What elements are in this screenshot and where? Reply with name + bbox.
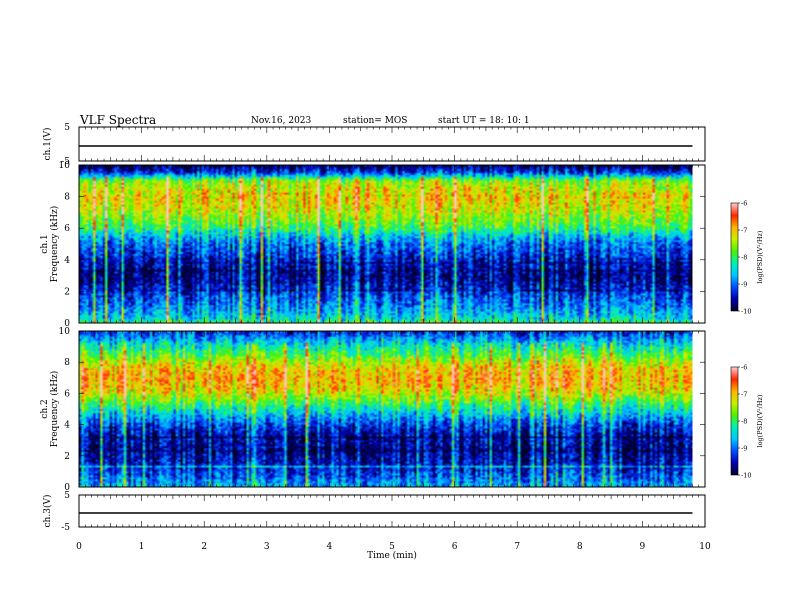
spectrogram-image [79, 331, 693, 487]
y-tick-label: 2 [64, 452, 70, 462]
x-tick-label: 4 [327, 542, 333, 552]
y-tick-label: 2 [64, 287, 70, 297]
colorbar-label: log(PSD)(V²/Hz) [756, 230, 764, 283]
y-tick-label: 0 [64, 483, 70, 493]
y-tick-label: 4 [64, 421, 70, 431]
y-tick-label: 6 [64, 224, 70, 234]
colorbar-tick-label: -7 [741, 227, 747, 235]
colorbar-label: log(PSD)(V²/Hz) [756, 394, 764, 447]
x-tick-label: 0 [76, 542, 82, 552]
y-tick-label: -5 [61, 157, 70, 167]
colorbar-gradient [731, 203, 738, 311]
y-tick-label: -5 [61, 523, 70, 533]
y-tick-label: 8 [64, 358, 70, 368]
ch1-waveform-panel: 5 -5 ch.1(V) [42, 123, 706, 167]
y-axis-label: ch.2 [40, 399, 50, 418]
colorbar-tick-label: -7 [741, 391, 747, 399]
y-tick-label: 10 [59, 327, 71, 337]
ch2-spectrogram-panel: 0 2 4 6 8 10 ch.2 Frequency (kHz) [40, 327, 706, 493]
y-tick-label: 10 [59, 161, 71, 171]
y-axis-label: ch.1(V) [42, 128, 53, 161]
x-tick-label: 8 [577, 542, 583, 552]
y-tick-label: 5 [64, 491, 70, 501]
x-tick-label: 9 [640, 542, 646, 552]
x-tick-label: 2 [201, 542, 207, 552]
x-tick-label: 7 [514, 542, 520, 552]
y-axis-label: Frequency (kHz) [49, 371, 60, 448]
start-time-label: start UT = 18: 10: 1 [438, 116, 530, 126]
colorbar-tick-label: -6 [741, 200, 747, 208]
station-label: station= MOS [343, 116, 407, 126]
x-tick-label: 6 [452, 542, 458, 552]
y-axis-label: ch.1 [40, 234, 50, 253]
colorbar-tick-label: -8 [741, 254, 747, 262]
x-tick-label: 3 [264, 542, 270, 552]
colorbar-tick-label: -9 [741, 281, 747, 289]
ch3-waveform-panel: 5 -5 ch.3(V) 0 1 2 3 4 5 6 7 8 9 10 Time (min) [42, 491, 711, 561]
spectrogram-image [79, 165, 693, 323]
colorbar-tick-label: -6 [741, 364, 747, 372]
colorbar-gradient [731, 367, 738, 475]
colorbar-tick-label: -10 [741, 472, 751, 480]
x-tick-label: 5 [389, 542, 395, 552]
x-tick-label: 10 [699, 542, 711, 552]
observation-date: Nov.16, 2023 [251, 116, 312, 126]
y-tick-label: 8 [64, 193, 70, 203]
y-axis-label: Frequency (kHz) [49, 206, 60, 283]
x-tick-label: 1 [139, 542, 145, 552]
y-tick-label: 0 [64, 319, 70, 329]
y-tick-label: 5 [64, 123, 70, 133]
figure-title: VLF Spectra [79, 113, 156, 127]
y-tick-label: 6 [64, 389, 70, 399]
ch1-colorbar: -6 -7 -8 -9 -10 log(PSD)(V²/Hz) [730, 200, 764, 316]
y-axis-label: ch.3(V) [42, 495, 53, 528]
ch2-colorbar: -6 -7 -8 -9 -10 log(PSD)(V²/Hz) [730, 364, 764, 480]
y-tick-label: 4 [64, 256, 70, 266]
ch1-spectrogram-panel: 0 2 4 6 8 10 ch.1 Frequency (kHz) [40, 161, 706, 329]
x-axis-label: Time (min) [367, 550, 417, 561]
colorbar-tick-label: -8 [741, 418, 747, 426]
colorbar-tick-label: -10 [741, 308, 751, 316]
colorbar-tick-label: -9 [741, 445, 747, 453]
